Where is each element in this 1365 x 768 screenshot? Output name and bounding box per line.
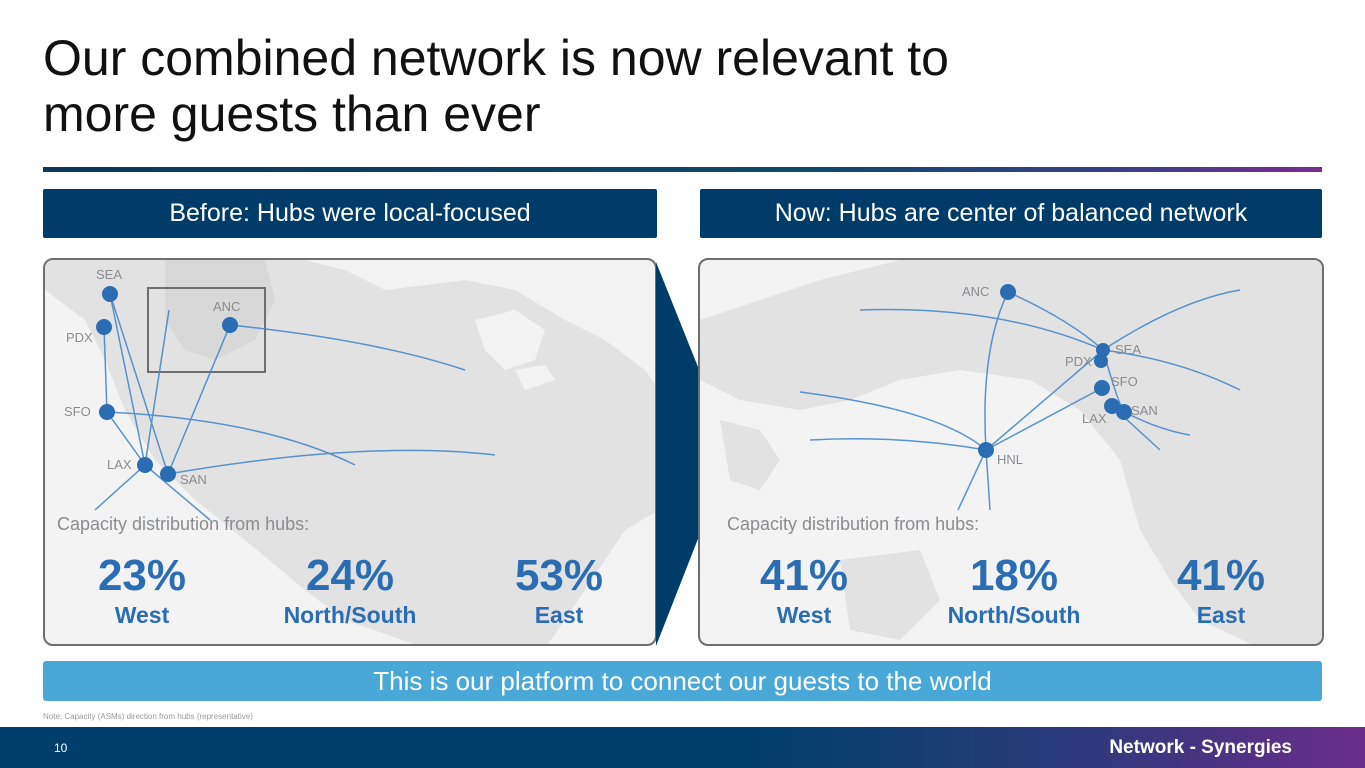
airport-label-sfo-now: SFO	[1111, 374, 1138, 389]
before-west-pct: 23%	[97, 551, 187, 600]
before-banner: Before: Hubs were local-focused	[43, 189, 657, 238]
footer-section-title: Network - Synergies	[1109, 737, 1292, 758]
title-divider	[43, 167, 1322, 172]
airport-label-san: SAN	[180, 472, 207, 487]
now-stat-east: 41% East	[1121, 552, 1321, 630]
now-east-pct: 41%	[1176, 551, 1266, 600]
airport-label-anc: ANC	[213, 299, 241, 314]
before-ns-pct: 24%	[305, 551, 395, 600]
now-ns-pct: 18%	[969, 551, 1059, 600]
airport-label-san-now: SAN	[1131, 403, 1158, 418]
before-east-region: East	[534, 602, 584, 628]
airport-label-pdx: PDX	[66, 330, 93, 345]
before-east-pct: 53%	[514, 551, 604, 600]
now-west-pct: 41%	[759, 551, 849, 600]
airport-label-lax-now: LAX	[1082, 411, 1107, 426]
now-ns-region: North/South	[947, 602, 1081, 628]
airport-label-sea: SEA	[96, 267, 123, 282]
slide-title: Our combined network is now relevant to …	[43, 30, 949, 142]
now-stat-west: 41% West	[704, 552, 904, 630]
now-capacity-label: Capacity distribution from hubs:	[727, 514, 980, 534]
before-stat-west: 23% West	[42, 552, 242, 630]
page-number: 10	[54, 741, 68, 755]
now-east-region: East	[1196, 602, 1246, 628]
airport-label-anc-now: ANC	[962, 284, 990, 299]
before-map-panel	[43, 258, 657, 646]
airport-label-sfo: SFO	[64, 404, 91, 419]
before-stat-east: 53% East	[459, 552, 659, 630]
before-capacity-label: Capacity distribution from hubs:	[57, 514, 310, 534]
now-route-map	[700, 260, 1322, 644]
airport-label-pdx-now: PDX	[1065, 354, 1092, 369]
airport-label-sea-now: SEA	[1115, 342, 1142, 357]
platform-banner: This is our platform to connect our gues…	[43, 661, 1322, 701]
before-route-map	[45, 260, 655, 644]
before-ns-region: North/South	[283, 602, 417, 628]
now-west-region: West	[776, 602, 832, 628]
transition-arrow	[656, 262, 732, 646]
now-map-panel	[698, 258, 1324, 646]
airport-label-hnl: HNL	[997, 452, 1024, 467]
before-stat-north-south: 24% North/South	[250, 552, 450, 630]
footnote: Note: Capacity (ASMs) direction from hub…	[43, 712, 253, 721]
airport-label-lax: LAX	[107, 457, 132, 472]
footer-bar	[0, 727, 1365, 768]
now-stat-north-south: 18% North/South	[914, 552, 1114, 630]
now-banner: Now: Hubs are center of balanced network	[700, 189, 1322, 238]
before-west-region: West	[114, 602, 170, 628]
